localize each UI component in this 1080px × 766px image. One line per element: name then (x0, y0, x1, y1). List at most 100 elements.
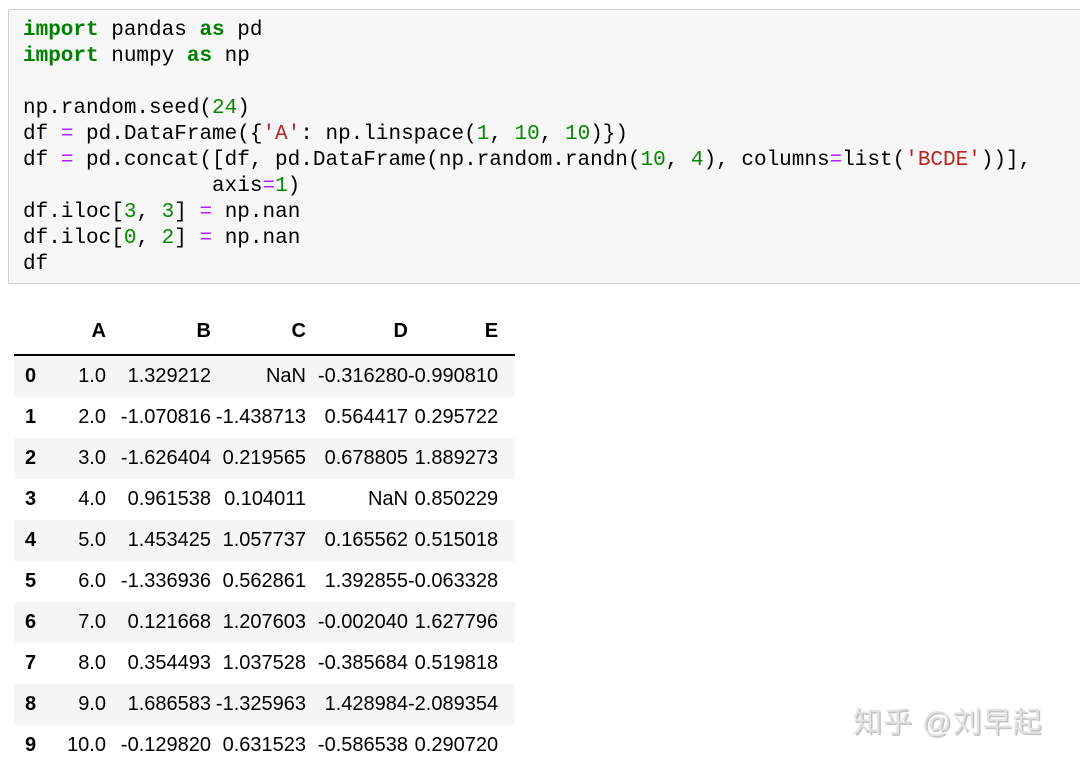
code-token-op: = (829, 149, 843, 172)
code-token-op: = (199, 201, 213, 224)
code-token-op: = (199, 227, 213, 250)
index-header (14, 310, 47, 356)
cell-value: -1.325963 (215, 693, 306, 715)
code-token-txt: ) (237, 97, 250, 120)
code-token-txt: axis (23, 175, 263, 198)
code-token-txt: pd.concat([df, pd.DataFrame(np.random.ra… (73, 149, 641, 172)
code-token-num: 4 (690, 149, 704, 172)
code-line: df = pd.DataFrame({'A': np.linspace(1, 1… (23, 122, 1073, 148)
code-token-txt: np.nan (212, 201, 301, 224)
code-token-num: 2 (161, 227, 175, 250)
cell-value: 1.037528 (222, 652, 306, 674)
cell-value: -2.089354 (408, 693, 499, 715)
table-row: 9 10.0 -0.129820 0.631523 -0.586538 0.290720 (14, 725, 516, 766)
cell-value: 10.0 (67, 734, 106, 756)
code-token-kw: as (186, 45, 213, 68)
cell-value: 0.295722 (414, 406, 499, 428)
cell-value: 0.354493 (127, 652, 211, 674)
row-index: 5 (25, 570, 37, 592)
code-token-txt: )}) (590, 123, 628, 146)
table-row: 1 2.0 -1.070816 -1.438713 0.564417 0.295722 (14, 397, 516, 438)
table-row: 2 3.0 -1.626404 0.219565 0.678805 1.889273 (14, 438, 516, 479)
column-header-b: B (106, 310, 211, 356)
table-row: 5 6.0 -1.336936 0.562861 1.392855 -0.063328 (14, 561, 516, 602)
cell-value: 1.392855 (324, 570, 408, 592)
code-token-num: 10 (564, 123, 591, 146)
code-token-txt: df.iloc[ (23, 201, 124, 224)
code-line: axis=1) (23, 174, 1073, 200)
code-token-txt: df (23, 123, 61, 146)
code-token-txt: df (23, 253, 49, 276)
cell-value: -0.990810 (408, 365, 499, 387)
cell-value: 1.0 (78, 365, 106, 387)
cell-value: 0.678805 (324, 447, 408, 469)
code-token-txt: pd.DataFrame({ (73, 123, 263, 146)
code-cell[interactable]: import pandas as pd import numpy as np np… (8, 9, 1080, 284)
row-index: 7 (25, 652, 37, 674)
code-token-txt: np.nan (212, 227, 301, 250)
cell-value: 0.562861 (222, 570, 306, 592)
code-token-str: 'A' (262, 123, 301, 146)
code-line: df.iloc[3, 3] = np.nan (23, 200, 1073, 226)
code-line (23, 70, 1073, 96)
row-index: 4 (25, 529, 37, 551)
cell-value: 0.165562 (324, 529, 408, 551)
code-token-txt: , (136, 201, 162, 224)
code-editor[interactable]: import pandas as pd import numpy as np np… (23, 18, 1073, 278)
cell-value: 4.0 (78, 488, 106, 510)
cell-value: -0.316280 (317, 365, 408, 387)
code-line: df (23, 252, 1073, 278)
table-row: 4 5.0 1.453425 1.057737 0.165562 0.515018 (14, 520, 516, 561)
cell-value: 5.0 (78, 529, 106, 551)
code-token-txt: ), columns (703, 149, 830, 172)
code-token-txt: numpy (98, 45, 187, 68)
code-token-kw: import (23, 45, 99, 68)
cell-value: 8.0 (78, 652, 106, 674)
cell-value: 1.428984 (324, 693, 408, 715)
row-index: 1 (25, 406, 37, 428)
cell-value: -0.002040 (317, 611, 408, 633)
cell-value: 0.290720 (414, 734, 499, 756)
cell-value: -0.063328 (408, 570, 499, 592)
cell-value: 0.631523 (222, 734, 306, 756)
row-index: 8 (25, 693, 37, 715)
code-token-num: 0 (123, 227, 137, 250)
row-index: 2 (25, 447, 37, 469)
table-body: 0 1.0 1.329212 NaN -0.316280 -0.990810 1 2.0 -1.… (14, 355, 516, 766)
cell-value: 0.961538 (127, 488, 211, 510)
cell-value: 1.686583 (127, 693, 211, 715)
cell-value: 0.104011 (224, 488, 306, 510)
code-token-num: 3 (123, 201, 137, 224)
code-token-str: 'BCDE' (905, 149, 981, 172)
cell-value: 1.627796 (414, 611, 499, 633)
cell-value: -1.070816 (120, 406, 211, 428)
table-row: 8 9.0 1.686583 -1.325963 1.428984 -2.089354 (14, 684, 516, 725)
row-index: 6 (25, 611, 37, 633)
table-row: 3 4.0 0.961538 0.104011 NaN 0.850229 (14, 479, 516, 520)
cell-value: 0.564417 (324, 406, 408, 428)
cell-value: 6.0 (78, 570, 106, 592)
cell-value: NaN (265, 365, 306, 387)
cell-value: 7.0 (78, 611, 106, 633)
column-header-a: A (47, 310, 106, 356)
row-index: 9 (25, 734, 37, 756)
code-token-txt: ))], (980, 149, 1032, 172)
code-token-op: = (60, 149, 74, 172)
code-line: np.random.seed(24) (23, 96, 1073, 122)
cell-value: 0.121668 (127, 611, 211, 633)
cell-value: 2.0 (78, 406, 106, 428)
code-token-txt: ] (174, 201, 200, 224)
cell-value: -0.129820 (120, 734, 211, 756)
code-token-txt: , (136, 227, 162, 250)
cell-value: 0.519818 (414, 652, 499, 674)
code-token-txt: pandas (98, 19, 200, 42)
code-token-txt: ) (287, 175, 301, 198)
code-token-num: 3 (161, 201, 175, 224)
cell-value: 0.219565 (222, 447, 306, 469)
code-line: df.iloc[0, 2] = np.nan (23, 226, 1073, 252)
code-token-txt: : np.linspace( (300, 123, 477, 146)
code-token-num: 1 (275, 175, 288, 198)
code-token-num: 24 (212, 97, 238, 120)
code-token-num: 10 (514, 123, 540, 146)
code-token-kw: import (23, 19, 99, 42)
